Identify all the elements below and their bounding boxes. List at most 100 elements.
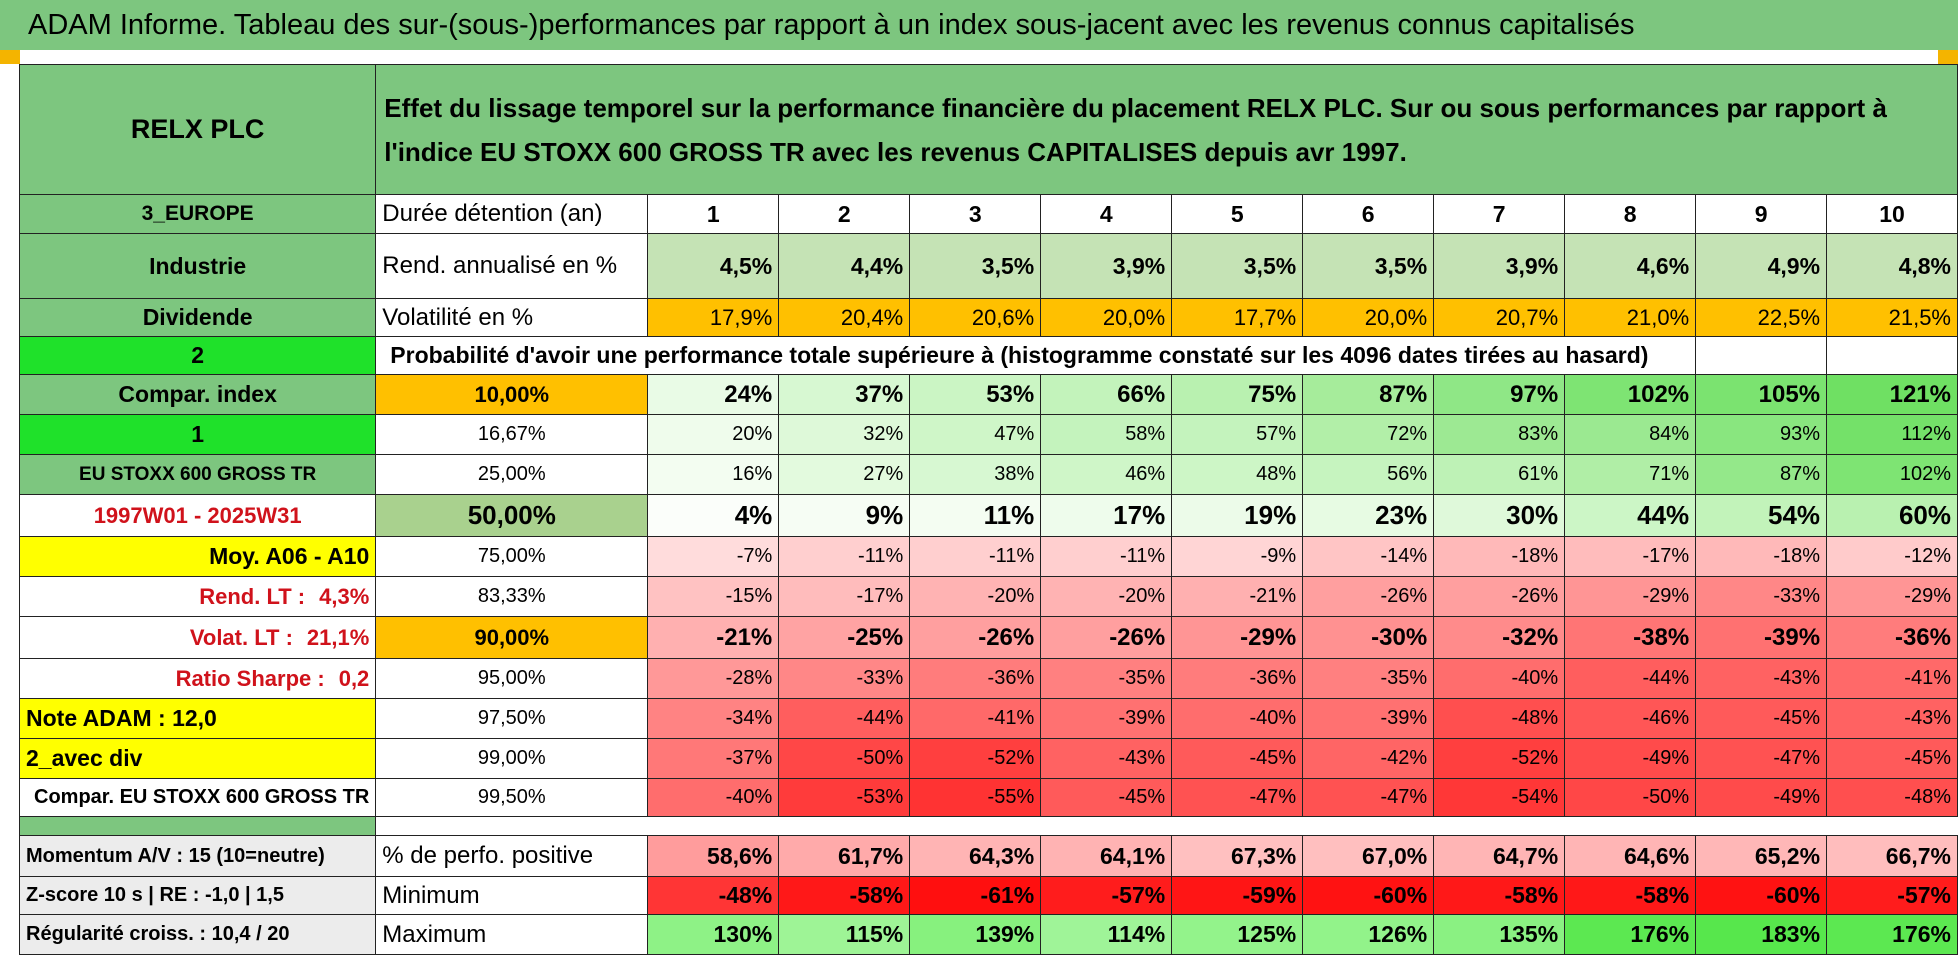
year-header: 9 [1695,194,1828,234]
volat-value: 22,5% [1695,298,1828,337]
rend-label: Rend. annualisé en % [375,233,649,299]
quantile-value: 19% [1171,494,1304,537]
quantile-value: -52% [1433,738,1566,779]
spacer [375,816,1958,836]
quantile-value: -39% [1695,616,1828,659]
quantile-threshold: 83,33% [375,576,649,617]
rend-value: 4,6% [1564,233,1697,299]
pos-value: 67,0% [1302,835,1435,877]
quantile-value: -26% [1040,616,1173,659]
regularite-label: Régularité croiss. : 10,4 / 20 [18,914,377,955]
quantile-value: -21% [647,616,780,659]
rend-value: 4,5% [647,233,780,299]
volat-value: 21,5% [1826,298,1958,337]
rend-value: 3,9% [1433,233,1566,299]
year-header: 4 [1040,194,1173,234]
max-value: 125% [1171,914,1304,955]
quantile-value: 11% [909,494,1042,537]
quantile-value: -14% [1302,536,1435,577]
company-name: RELX PLC [18,64,377,195]
quantile-value: 27% [778,454,911,495]
dividend-label: Dividende [18,298,377,337]
quantile-value: -47% [1302,778,1435,817]
quantile-value: -7% [647,536,780,577]
quantile-value: 46% [1040,454,1173,495]
quantile-value: 121% [1826,374,1958,415]
min-value: -60% [1695,876,1828,915]
quantile-value: -11% [778,536,911,577]
quantile-value: 54% [1695,494,1828,537]
max-value: 115% [778,914,911,955]
year-header: 6 [1302,194,1435,234]
quantile-value: -32% [1433,616,1566,659]
sharpe-ratio: Ratio Sharpe : 0,2 [18,658,377,699]
corner-marker-right [1938,50,1958,64]
sharpe-ratio-label: Ratio Sharpe : [175,665,325,691]
quantile-value: -52% [909,738,1042,779]
quantile-value: -41% [909,698,1042,739]
quantile-value: -54% [1433,778,1566,817]
quantile-value: -43% [1695,658,1828,699]
quantile-value: -55% [909,778,1042,817]
quantile-value: -39% [1302,698,1435,739]
pos-value: 58,6% [647,835,780,877]
quantile-threshold: 10,00% [375,374,649,415]
max-value: 176% [1564,914,1697,955]
quantile-value: 97% [1433,374,1566,415]
year-header: 8 [1564,194,1697,234]
quantile-value: -18% [1695,536,1828,577]
selector-1[interactable]: 1 [18,414,377,455]
quantile-threshold: 99,00% [375,738,649,779]
quantile-value: -30% [1302,616,1435,659]
quantile-value: 53% [909,374,1042,415]
quantile-value: -42% [1302,738,1435,779]
quantile-value: 30% [1433,494,1566,537]
corner-marker-left [0,50,20,64]
quantile-value: 32% [778,414,911,455]
quantile-value: -36% [909,658,1042,699]
quantile-value: 60% [1826,494,1958,537]
quantile-value: 112% [1826,414,1958,455]
selector-2[interactable]: 2 [18,336,377,375]
quantile-value: 23% [1302,494,1435,537]
quantile-value: -36% [1826,616,1958,659]
quantile-threshold: 95,00% [375,658,649,699]
year-header: 10 [1826,194,1958,234]
min-value: -57% [1040,876,1173,915]
volat-label: Volatilité en % [375,298,649,337]
quantile-value: -15% [647,576,780,617]
quantile-value: 61% [1433,454,1566,495]
quantile-value: -17% [778,576,911,617]
quantile-value: -35% [1302,658,1435,699]
max-value: 176% [1826,914,1958,955]
pos-value: 65,2% [1695,835,1828,877]
year-header: 3 [909,194,1042,234]
index-name: EU STOXX 600 GROSS TR [18,454,377,495]
quantile-value: -11% [1040,536,1173,577]
quantile-value: -38% [1564,616,1697,659]
volat-value: 20,4% [778,298,911,337]
probability-caption: Probabilité d'avoir une performance tota… [375,336,1697,375]
quantile-value: 57% [1171,414,1304,455]
quantile-threshold: 25,00% [375,454,649,495]
volat-value: 21,0% [1564,298,1697,337]
quantile-value: -40% [647,778,780,817]
max-value: 183% [1695,914,1828,955]
rend-lt: Rend. LT : 4,3% [18,576,377,617]
pos-value: 67,3% [1171,835,1304,877]
quantile-value: -29% [1564,576,1697,617]
report-title: ADAM Informe. Tableau des sur-(sous-)per… [0,0,1958,50]
empty-cell [1695,336,1828,375]
quantile-value: -11% [909,536,1042,577]
quantile-value: -36% [1171,658,1304,699]
spacer-green [18,816,377,836]
quantile-value: -45% [1695,698,1828,739]
rend-value: 4,8% [1826,233,1958,299]
rend-value: 4,9% [1695,233,1828,299]
year-header: 1 [647,194,780,234]
quantile-value: -20% [1040,576,1173,617]
period-label: 1997W01 - 2025W31 [18,494,377,537]
min-value: -59% [1171,876,1304,915]
quantile-value: -47% [1695,738,1828,779]
moy-label: Moy. A06 - A10 [18,536,377,577]
